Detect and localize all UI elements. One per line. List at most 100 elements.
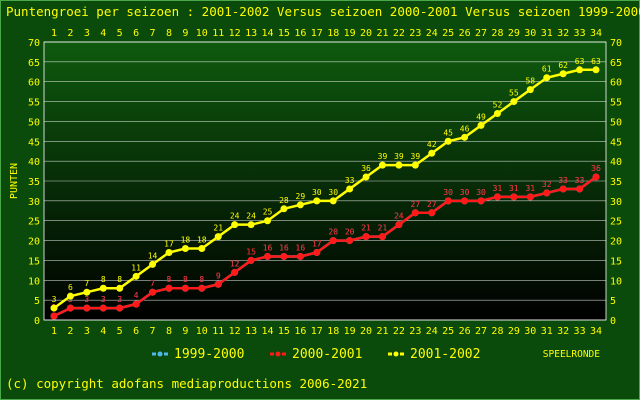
- data-label-1999-2000: 33: [558, 176, 568, 185]
- data-point-2001-2002: [510, 98, 518, 106]
- data-label-1999-2000: 36: [591, 164, 601, 173]
- y-tick-label-right: 40: [610, 157, 622, 168]
- data-label-2001-2002: 3: [52, 295, 57, 304]
- copyright-text: (c) copyright adofans mediaproductions 2…: [6, 376, 367, 391]
- data-label-2001-2002: 11: [131, 263, 141, 272]
- y-tick-label-right: 50: [610, 117, 622, 128]
- data-label-2000-2001: 32: [542, 180, 552, 189]
- data-point-2001-2002: [214, 233, 222, 241]
- y-tick-label-left: 65: [28, 58, 40, 69]
- data-point-2001-2002: [181, 245, 189, 253]
- x-tick-label-bottom: 3: [84, 326, 90, 337]
- x-tick-label-top: 2: [67, 28, 73, 39]
- data-label-2000-2001: 30: [443, 188, 453, 197]
- data-label-1999-2000: 16: [279, 243, 289, 252]
- x-tick-label-bottom: 21: [376, 326, 388, 337]
- data-point-2000-2001: [559, 185, 567, 193]
- x-tick-label-top: 31: [541, 28, 553, 39]
- y-tick-label-left: 35: [28, 177, 40, 188]
- data-label-2001-2002: 24: [230, 212, 240, 221]
- data-point-2001-2002: [280, 205, 288, 213]
- x-tick-label-bottom: 17: [311, 326, 323, 337]
- data-point-2000-2001: [66, 304, 74, 312]
- data-label-1999-2000: 16: [296, 243, 306, 252]
- data-label-2001-2002: 39: [411, 152, 421, 161]
- data-label-1999-2000: 32: [542, 180, 552, 189]
- y-tick-label-right: 25: [610, 217, 622, 228]
- data-point-2000-2001: [247, 256, 255, 264]
- legend-label-2001-2002: 2001-2002: [410, 347, 480, 362]
- y-tick-label-left: 30: [28, 197, 40, 208]
- data-label-1999-2000: 12: [230, 259, 240, 268]
- data-point-2000-2001: [50, 312, 58, 320]
- data-point-2001-2002: [329, 197, 337, 205]
- data-label-1999-2000: 33: [575, 176, 585, 185]
- data-point-2000-2001: [461, 197, 469, 205]
- data-point-2000-2001: [543, 189, 551, 197]
- data-label-2001-2002: 52: [493, 100, 503, 109]
- y-tick-label-left: 10: [28, 276, 40, 287]
- x-tick-label-bottom: 1: [51, 326, 57, 337]
- data-label-2000-2001: 3: [117, 295, 122, 304]
- x-tick-label-bottom: 7: [150, 326, 156, 337]
- data-label-2001-2002: 58: [525, 77, 535, 86]
- data-point-2001-2002: [576, 66, 584, 74]
- x-tick-label-top: 4: [100, 28, 106, 39]
- x-tick-label-bottom: 31: [541, 326, 553, 337]
- x-tick-label-top: 23: [409, 28, 421, 39]
- data-label-2001-2002: 33: [345, 176, 355, 185]
- x-tick-label-top: 24: [426, 28, 438, 39]
- data-point-2000-2001: [149, 288, 157, 296]
- data-label-1999-2000: 3: [117, 295, 122, 304]
- data-label-2000-2001: 8: [183, 275, 188, 284]
- x-tick-label-bottom: 20: [360, 326, 372, 337]
- data-label-1999-2000: 20: [345, 228, 355, 237]
- legend-marker-1999-2000: [157, 351, 163, 357]
- data-label-1999-2000: 31: [525, 184, 535, 193]
- data-label-1999-2000: 27: [411, 200, 421, 209]
- data-label-1999-2000: 16: [263, 243, 273, 252]
- x-tick-label-bottom: 16: [294, 326, 306, 337]
- x-tick-label-bottom: 5: [117, 326, 123, 337]
- x-tick-label-top: 33: [574, 28, 586, 39]
- y-tick-label-right: 65: [610, 58, 622, 69]
- data-point-2001-2002: [116, 284, 124, 292]
- data-point-2001-2002: [83, 288, 91, 296]
- x-tick-label-bottom: 27: [475, 326, 487, 337]
- x-tick-label-bottom: 6: [133, 326, 139, 337]
- data-point-2000-2001: [264, 252, 272, 260]
- y-tick-label-right: 5: [610, 296, 616, 307]
- x-tick-label-top: 6: [133, 28, 139, 39]
- y-tick-label-right: 15: [610, 256, 622, 267]
- x-tick-label-bottom: 8: [166, 326, 172, 337]
- data-label-2000-2001: 15: [246, 247, 256, 256]
- y-tick-label-left: 0: [34, 316, 40, 327]
- data-point-2000-2001: [313, 248, 321, 256]
- data-label-1999-2000: 8: [199, 275, 204, 284]
- data-label-2001-2002: 18: [197, 236, 207, 245]
- x-tick-label-bottom: 4: [100, 326, 106, 337]
- y-tick-label-left: 55: [28, 98, 40, 109]
- x-tick-label-top: 16: [294, 28, 306, 39]
- x-tick-label-bottom: 28: [491, 326, 503, 337]
- data-label-2000-2001: 20: [345, 228, 355, 237]
- data-label-2000-2001: 27: [411, 200, 421, 209]
- data-label-2001-2002: 24: [246, 212, 256, 221]
- data-label-2001-2002: 63: [591, 57, 601, 66]
- data-point-2001-2002: [231, 221, 239, 229]
- data-label-2000-2001: 31: [493, 184, 503, 193]
- data-point-2000-2001: [576, 185, 584, 193]
- data-label-2000-2001: 17: [312, 239, 322, 248]
- data-label-2000-2001: 36: [591, 164, 601, 173]
- data-label-2000-2001: 3: [101, 295, 106, 304]
- x-tick-label-top: 15: [278, 28, 290, 39]
- data-label-2001-2002: 30: [312, 188, 322, 197]
- data-point-2000-2001: [132, 300, 140, 308]
- data-label-2001-2002: 36: [361, 164, 371, 173]
- y-tick-label-right: 55: [610, 98, 622, 109]
- data-label-2000-2001: 3: [84, 295, 89, 304]
- x-tick-label-bottom: 25: [442, 326, 454, 337]
- y-tick-label-right: 45: [610, 137, 622, 148]
- data-label-2000-2001: 30: [476, 188, 486, 197]
- y-tick-label-left: 15: [28, 256, 40, 267]
